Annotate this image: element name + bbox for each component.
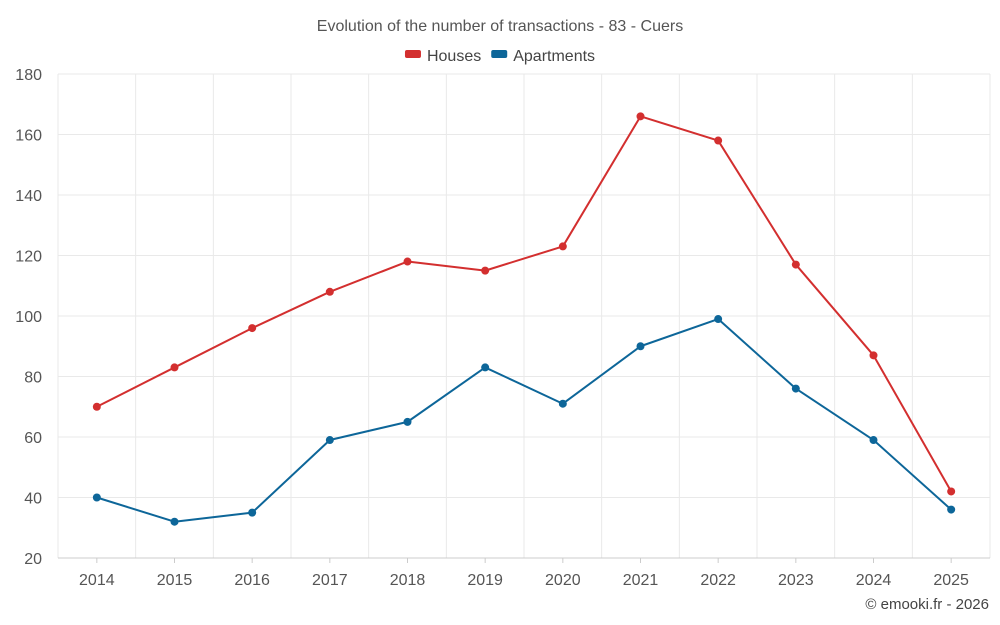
houses-point[interactable] <box>325 287 334 296</box>
apartments-point[interactable] <box>791 384 800 393</box>
houses-point[interactable] <box>558 242 567 251</box>
legend-swatch <box>404 50 421 58</box>
apartments-point[interactable] <box>481 363 490 372</box>
legend-item-houses[interactable]: Houses <box>404 48 481 65</box>
y-axis: 20 40 60 80 100 120 140 160 180 <box>15 67 42 568</box>
x-tick-label: 2024 <box>856 572 892 589</box>
houses-point[interactable] <box>92 402 101 411</box>
chart-title: Evolution of the number of transactions … <box>317 18 683 35</box>
legend: Houses Apartments <box>404 48 595 65</box>
houses-point[interactable] <box>791 260 800 269</box>
y-tick-label: 160 <box>15 128 42 145</box>
y-tick-label: 120 <box>15 249 42 266</box>
houses-point[interactable] <box>714 136 723 145</box>
apartments-point[interactable] <box>325 436 334 445</box>
y-tick-label: 180 <box>15 67 42 84</box>
x-tick-label: 2021 <box>623 572 659 589</box>
apartments-point[interactable] <box>248 508 257 517</box>
apartments-line <box>96 318 952 523</box>
x-tick-label: 2025 <box>933 572 969 589</box>
legend-label: Apartments <box>513 48 595 65</box>
x-axis: 2014 2015 2016 2017 2018 2019 2020 2021 2022 2023… <box>58 557 990 589</box>
series-group <box>92 112 956 526</box>
apartments-point[interactable] <box>869 436 878 445</box>
y-tick-label: 100 <box>15 309 42 326</box>
y-tick-label: 40 <box>24 491 42 508</box>
x-tick-label: 2020 <box>545 572 581 589</box>
x-tick-label: 2023 <box>778 572 814 589</box>
apartments-point[interactable] <box>714 315 723 324</box>
houses-point[interactable] <box>869 351 878 360</box>
x-tick-label: 2019 <box>467 572 503 589</box>
houses-point[interactable] <box>248 324 257 333</box>
houses-point[interactable] <box>636 112 645 121</box>
x-tick-label: 2018 <box>390 572 426 589</box>
legend-swatch <box>491 50 508 58</box>
x-tick-label: 2016 <box>234 572 270 589</box>
houses-point[interactable] <box>170 363 179 372</box>
y-tick-label: 20 <box>24 551 42 568</box>
houses-point[interactable] <box>481 266 490 275</box>
y-tick-label: 80 <box>24 370 42 387</box>
houses-line <box>96 115 953 492</box>
apartments-point[interactable] <box>636 342 645 351</box>
y-tick-label: 140 <box>15 188 42 205</box>
apartments-point[interactable] <box>558 399 567 408</box>
apartments-point[interactable] <box>92 493 101 502</box>
grid <box>57 73 991 558</box>
houses-point[interactable] <box>403 257 412 266</box>
x-tick-label: 2022 <box>700 572 736 589</box>
x-tick-label: 2015 <box>157 572 193 589</box>
apartments-point[interactable] <box>403 417 412 426</box>
x-tick-label: 2014 <box>79 572 115 589</box>
houses-point[interactable] <box>947 487 956 496</box>
apartments-point[interactable] <box>947 505 956 514</box>
y-tick-label: 60 <box>24 430 42 447</box>
apartments-point[interactable] <box>170 517 179 526</box>
x-tick-label: 2017 <box>312 572 348 589</box>
legend-item-apartments[interactable]: Apartments <box>491 48 595 65</box>
legend-label: Houses <box>427 48 481 65</box>
credit-text: © emooki.fr - 2026 <box>865 596 989 613</box>
